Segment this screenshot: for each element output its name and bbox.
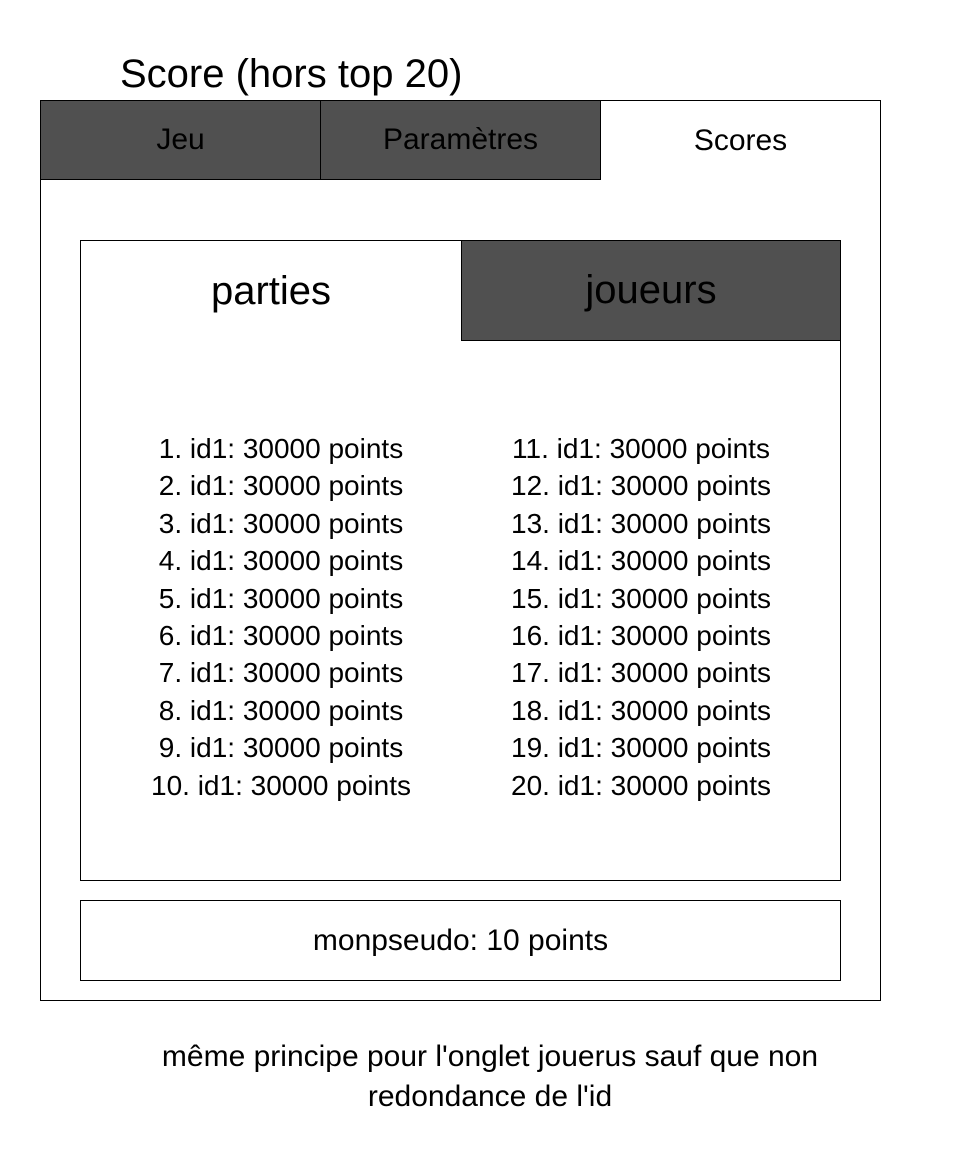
score-entry: 16. id1: 30000 points [511, 620, 771, 652]
score-list-left: 1. id1: 30000 points 2. id1: 30000 point… [116, 430, 446, 804]
score-entry: 13. id1: 30000 points [511, 507, 771, 539]
score-entry: 9. id1: 30000 points [158, 732, 404, 764]
score-entry: 4. id1: 30000 points [158, 545, 404, 577]
tab-parametres[interactable]: Paramètres [321, 101, 601, 180]
score-entry: 11. id1: 30000 points [512, 433, 770, 464]
score-entry: 8. id1: 30000 points [158, 694, 404, 726]
footnote-line: même principe pour l'onglet jouerus sauf… [161, 1040, 819, 1073]
scores-panel: parties joueurs 1. id1: 30000 points 2. … [80, 240, 841, 881]
main-panel: Jeu Paramètres Scores parties joueurs 1.… [40, 100, 881, 1001]
score-entry: 20. id1: 30000 points [511, 769, 771, 801]
score-entry: 7. id1: 30000 points [158, 657, 404, 689]
footnote-line: redondance de l'id [367, 1080, 613, 1113]
score-entry: 14. id1: 30000 points [511, 545, 771, 577]
footnote: même principe pour l'onglet jouerus sauf… [40, 1037, 940, 1117]
score-list-right: 11. id1: 30000 points 12. id1: 30000 poi… [476, 430, 806, 804]
score-entry: 12. id1: 30000 points [511, 470, 771, 502]
subtab-joueurs[interactable]: joueurs [461, 241, 840, 341]
score-entry: 5. id1: 30000 points [158, 582, 404, 614]
tab-scores[interactable]: Scores [601, 101, 880, 180]
score-entry: 17. id1: 30000 points [511, 657, 771, 689]
tab-jeu[interactable]: Jeu [41, 101, 321, 180]
score-entry: 1. id1: 30000 points [158, 433, 404, 464]
score-entry: 15. id1: 30000 points [511, 582, 771, 614]
page-title: Score (hors top 20) [120, 52, 463, 96]
score-entry: 2. id1: 30000 points [158, 470, 404, 502]
my-score-label: monpseudo: 10 points [312, 923, 609, 957]
score-entry: 3. id1: 30000 points [158, 507, 404, 539]
score-entry: 19. id1: 30000 points [511, 732, 771, 764]
score-entry: 10. id1: 30000 points [151, 769, 411, 801]
score-entry: 6. id1: 30000 points [158, 620, 404, 652]
subtab-parties[interactable]: parties [81, 241, 461, 341]
my-score-box: monpseudo: 10 points [80, 900, 841, 981]
score-entry: 18. id1: 30000 points [511, 694, 771, 726]
